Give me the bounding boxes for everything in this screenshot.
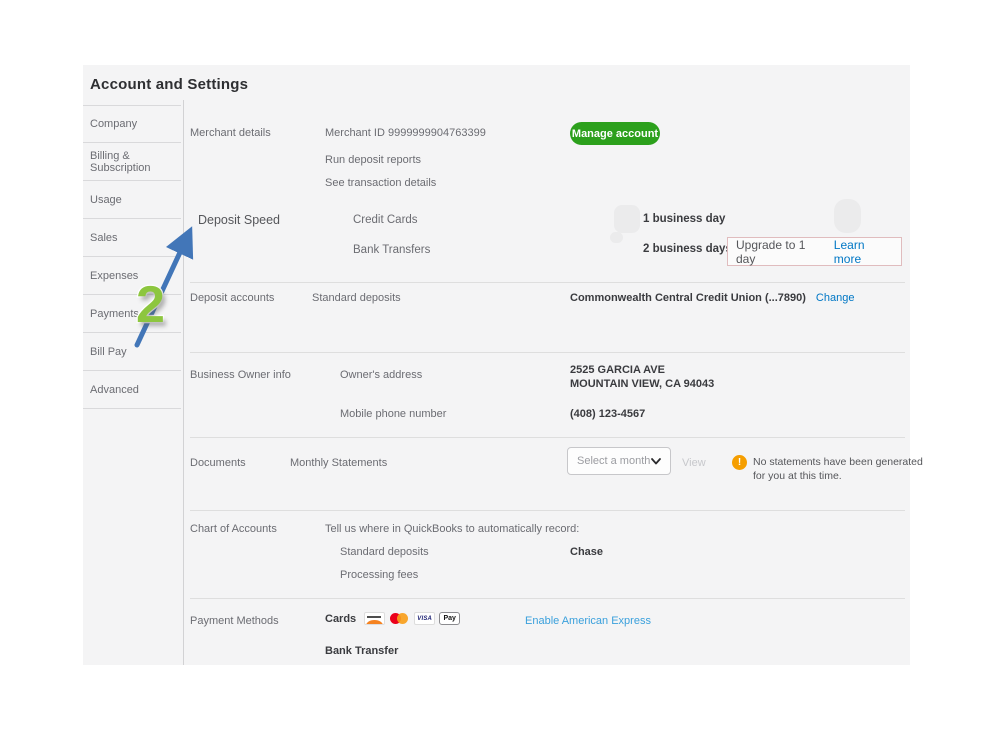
section-divider: [190, 598, 905, 599]
sidebar-item-label: Sales: [90, 231, 118, 244]
coa-standard-deposits-label: Standard deposits: [340, 546, 429, 558]
upgrade-text: Upgrade to 1 day: [736, 237, 806, 266]
page-title: Account and Settings: [90, 76, 249, 93]
sidebar-item-sales[interactable]: Sales: [83, 219, 181, 257]
sidebar-item-payments[interactable]: Payments: [83, 295, 181, 333]
sidebar-item-company[interactable]: Company: [83, 105, 181, 143]
coa-processing-fees-label: Processing fees: [340, 569, 419, 581]
sidebar-item-label: Usage: [90, 193, 122, 206]
standard-deposits-field: Standard deposits: [312, 292, 401, 304]
visa-text: VISA: [417, 615, 433, 622]
deposit-account-value: Commonwealth Central Credit Union (...78…: [570, 292, 806, 304]
mobile-phone-value: (408) 123-4567: [570, 408, 646, 420]
settings-sidebar: Company Billing & Subscription Usage Sal…: [83, 105, 181, 409]
manage-account-button[interactable]: Manage account: [570, 122, 660, 145]
warning-icon: !: [732, 455, 747, 470]
redaction-blob: [614, 205, 640, 233]
sidebar-item-billing-subscription[interactable]: Billing & Subscription: [83, 143, 181, 181]
month-select-value: Select a month: [577, 455, 651, 467]
chart-of-accounts-label: Chart of Accounts: [190, 523, 277, 535]
section-divider: [190, 437, 905, 438]
monthly-statements-field: Monthly Statements: [290, 457, 388, 469]
discover-icon: [364, 612, 386, 625]
month-select[interactable]: Select a month: [567, 447, 671, 475]
view-link[interactable]: View: [682, 457, 706, 469]
account-settings-panel: Account and Settings Company Billing & S…: [83, 65, 923, 665]
bank-transfers-value: 2 business days: [643, 243, 732, 255]
warning-glyph: !: [737, 457, 742, 468]
payments-settings-content: Merchant details Merchant ID 99999999047…: [190, 65, 923, 665]
documents-warning-text: No statements have been generated for yo…: [753, 456, 923, 483]
enable-amex-link[interactable]: Enable American Express: [525, 615, 651, 627]
sidebar-item-label: Bill Pay: [90, 345, 127, 358]
coa-standard-deposits-value: Chase: [570, 546, 604, 558]
visa-icon: VISA: [414, 612, 436, 625]
cards-row: Cards VISA Pay: [325, 612, 461, 625]
owner-address-label: Owner's address: [340, 369, 423, 381]
chevron-down-icon: [651, 457, 661, 464]
mobile-phone-label: Mobile phone number: [340, 408, 447, 420]
sidebar-item-label: Payments: [90, 307, 139, 320]
redaction-blob: [610, 232, 623, 243]
owner-address-line2: MOUNTAIN VIEW, CA 94043: [570, 378, 715, 390]
merchant-id-text: Merchant ID 9999999904763399: [325, 127, 486, 139]
sidebar-item-usage[interactable]: Usage: [83, 181, 181, 219]
section-divider: [190, 352, 905, 353]
learn-more-link[interactable]: Learn more: [833, 237, 865, 266]
applepay-text: Pay: [443, 615, 456, 622]
business-owner-label: Business Owner info: [190, 369, 291, 381]
see-transaction-details-link[interactable]: See transaction details: [325, 177, 437, 189]
section-divider: [190, 510, 905, 511]
section-divider: [190, 282, 905, 283]
bank-transfers-label: Bank Transfers: [353, 244, 431, 256]
sidebar-divider: [183, 100, 184, 665]
cards-label: Cards: [325, 612, 357, 625]
change-link[interactable]: Change: [815, 292, 855, 304]
sidebar-item-label: Expenses: [90, 269, 139, 282]
credit-cards-value: 1 business day: [643, 213, 726, 225]
merchant-details-label: Merchant details: [190, 127, 271, 139]
payment-methods-label: Payment Methods: [190, 615, 279, 627]
sidebar-item-label: Advanced: [90, 383, 139, 396]
upgrade-tooltip: Upgrade to 1 day Learn more: [727, 237, 902, 266]
chart-of-accounts-intro: Tell us where in QuickBooks to automatic…: [325, 523, 580, 535]
bank-transfer-label: Bank Transfer: [325, 645, 399, 657]
credit-cards-label: Credit Cards: [353, 214, 418, 226]
deposit-speed-label: Deposit Speed: [198, 213, 281, 227]
sidebar-item-label: Billing & Subscription: [90, 149, 151, 174]
deposit-account-row: Commonwealth Central Credit Union (...78…: [570, 292, 854, 304]
applepay-icon: Pay: [439, 612, 461, 625]
mastercard-icon: [389, 612, 410, 625]
sidebar-item-advanced[interactable]: Advanced: [83, 371, 181, 409]
deposit-accounts-label: Deposit accounts: [190, 292, 275, 304]
owner-address-line1: 2525 GARCIA AVE: [570, 364, 665, 376]
redaction-blob: [834, 199, 861, 233]
sidebar-item-label: Company: [90, 118, 138, 130]
sidebar-item-expenses[interactable]: Expenses: [83, 257, 181, 295]
annotation-step-number: 2: [135, 275, 166, 336]
documents-label: Documents: [190, 457, 246, 469]
run-deposit-reports-link[interactable]: Run deposit reports: [325, 154, 421, 166]
sidebar-item-bill-pay[interactable]: Bill Pay: [83, 333, 181, 371]
